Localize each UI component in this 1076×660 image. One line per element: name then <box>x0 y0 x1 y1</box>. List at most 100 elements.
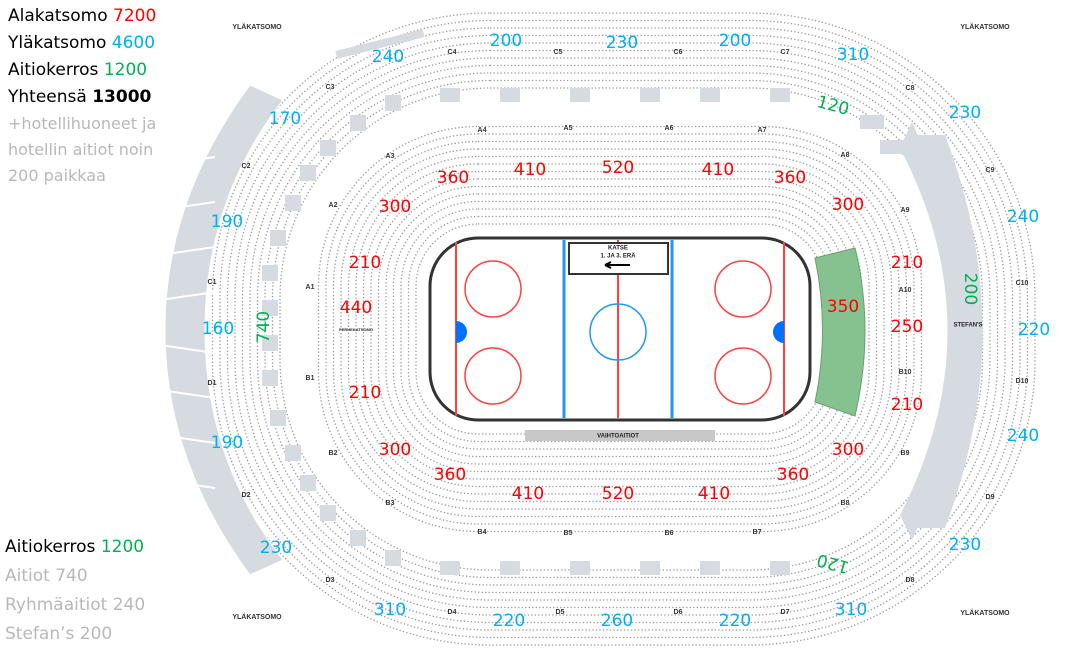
seat-row <box>219 27 1021 631</box>
box-suite <box>335 29 425 59</box>
seat-row <box>234 42 1006 616</box>
capacity-upper: 310 <box>835 600 867 620</box>
section-code: C10 <box>1016 280 1029 287</box>
capacity-upper: 190 <box>211 433 243 453</box>
capacity-lower: 250 <box>891 317 923 337</box>
capacity-upper: 220 <box>493 611 525 631</box>
stefans-area-fill <box>905 135 983 528</box>
legend-label: Alakatsomo <box>8 6 108 26</box>
left-box-strip <box>159 84 284 576</box>
capacity-upper: 160 <box>202 319 234 339</box>
capacity-lower: 300 <box>379 440 411 460</box>
upper-label-tl: YLÄKATSOMO <box>232 23 282 31</box>
rink-sign-line2: 1. JA 3. ERÄ <box>600 253 636 260</box>
strip-divider <box>159 524 216 534</box>
section-code: C2 <box>242 163 251 170</box>
section-code: D4 <box>448 609 457 616</box>
capacity-upper: 230 <box>949 535 981 555</box>
seat-row <box>241 49 999 609</box>
section-code: D2 <box>242 492 251 499</box>
upper-label-tr: YLÄKATSOMO <box>960 23 1010 31</box>
section-code: D5 <box>556 609 565 616</box>
legend-bottom-title: Aitiokerros <box>5 537 96 557</box>
capacity-lower: 300 <box>832 195 864 215</box>
capacity-lower: 520 <box>602 484 634 504</box>
capacity-upper: 200 <box>490 31 522 51</box>
capacity-upper: 230 <box>260 538 292 558</box>
strip-divider <box>159 246 216 256</box>
capacity-box: 200 <box>960 273 980 305</box>
legend-label: Yhteensä <box>8 87 87 107</box>
strip-divider <box>159 479 216 489</box>
box-suite <box>570 561 590 575</box>
legend-bottom-line: Stefan’s 200 <box>5 624 113 644</box>
capacity-upper: 200 <box>719 31 751 51</box>
section-code: A9 <box>901 207 910 214</box>
box-suite <box>350 530 366 546</box>
section-code: B10 <box>899 369 912 376</box>
box-suite <box>770 88 790 102</box>
section-code: D6 <box>674 609 683 616</box>
capacity-lower: 210 <box>349 383 381 403</box>
section-code: B3 <box>386 500 395 507</box>
bench-label: VAIHTOAITIOT <box>597 434 639 440</box>
section-code: A1 <box>306 284 315 291</box>
section-code: B4 <box>478 529 487 536</box>
strip-divider <box>159 156 216 166</box>
rink <box>428 236 812 441</box>
seat-row <box>256 64 984 594</box>
box-suite <box>700 88 720 102</box>
legend-line: Yhteensä 13000 <box>8 84 156 111</box>
section-code: B7 <box>753 529 762 536</box>
capacity-lower: 410 <box>514 160 546 180</box>
legend-value: 4600 <box>111 33 156 53</box>
box-suite <box>270 230 286 246</box>
section-code: D7 <box>781 609 790 616</box>
legend-note: 200 paikkaa <box>8 166 106 185</box>
box-suite <box>262 300 278 316</box>
seat-row <box>211 19 1029 639</box>
strip-divider <box>159 201 216 211</box>
capacity-lower: 410 <box>698 484 730 504</box>
box-suite <box>300 475 316 491</box>
upper-label-br: YLÄKATSOMO <box>960 609 1010 617</box>
legend-label: Aitiokerros <box>8 60 99 80</box>
section-code: A3 <box>386 153 395 160</box>
section-code: D3 <box>326 577 335 584</box>
capacity-upper: 240 <box>372 47 404 67</box>
seat-row <box>362 170 878 488</box>
section-code: C3 <box>326 84 335 91</box>
capacity-lower: 210 <box>349 253 381 273</box>
strip-divider <box>159 344 216 354</box>
seat-row <box>271 79 969 579</box>
box-suite <box>262 370 278 386</box>
section-code: B9 <box>901 450 910 457</box>
box-suite <box>860 115 884 129</box>
capacity-upper: 260 <box>601 611 633 631</box>
capacity-lower: 410 <box>702 160 734 180</box>
box-suite <box>440 88 460 102</box>
box-suite <box>285 195 301 211</box>
section-code: C7 <box>781 49 790 56</box>
capacity-lower: 360 <box>434 465 466 485</box>
family-label: PERHEKATSOMO <box>339 327 373 332</box>
section-code: A8 <box>841 152 850 159</box>
box-suite <box>285 445 301 461</box>
section-code: D1 <box>208 380 217 387</box>
box-suite <box>262 265 278 281</box>
box-suite <box>270 410 286 426</box>
legend-label: Yläkatsomo <box>8 33 107 53</box>
section-codes: A1 A2 A3 A4 A5 A6 A7 A8 A9 A10 B1 B2 B3 B4 B5 B6 B7 B8 B9 B… <box>208 49 1029 616</box>
capacity-lower: 440 <box>340 298 372 318</box>
family-area <box>814 247 866 417</box>
strip-divider <box>159 434 216 444</box>
seat-row <box>332 140 908 518</box>
capacity-lower: 210 <box>891 395 923 415</box>
capacity-upper: 310 <box>837 45 869 65</box>
seat-row <box>249 57 991 601</box>
capacity-lower: 360 <box>774 168 806 188</box>
box-suite <box>570 88 590 102</box>
legend-bottom-line: Aitiot 740 <box>5 566 88 586</box>
section-code: D10 <box>1016 378 1029 385</box>
